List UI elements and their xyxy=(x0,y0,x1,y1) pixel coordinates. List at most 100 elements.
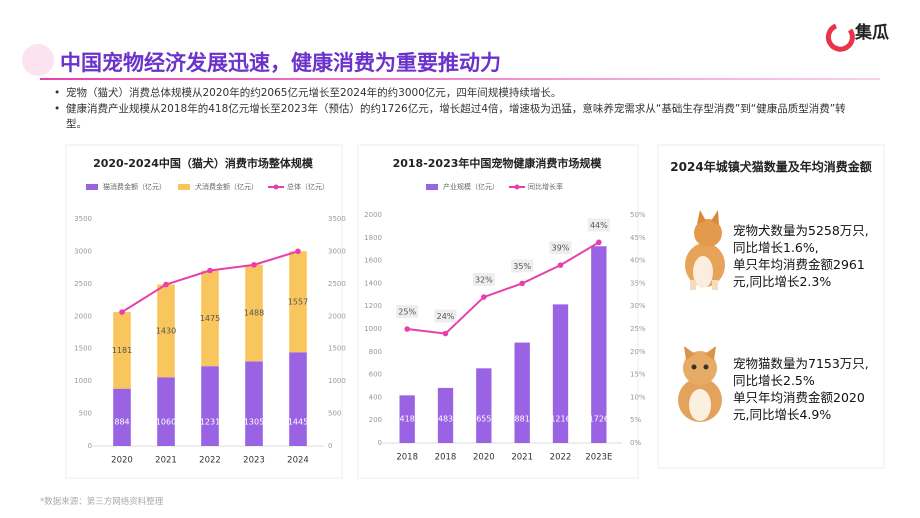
text-line: 宠物犬数量为5258万只, xyxy=(733,223,869,238)
x-tick-label: 2020 xyxy=(473,453,495,463)
chart-title: 2018-2023年中国宠物健康消费市场规模 xyxy=(393,156,603,170)
bar xyxy=(289,251,307,353)
x-tick-label: 2022 xyxy=(199,456,221,466)
text-line: 单只年均消费金额2961 xyxy=(733,257,865,272)
y2-tick-label: 2000 xyxy=(328,312,346,320)
text-line: 元,同比增长2.3% xyxy=(733,274,832,289)
y2-tick-label: 50% xyxy=(630,211,646,219)
bar xyxy=(245,264,263,362)
legend-label: 同比增长率 xyxy=(528,182,563,191)
x-tick-label: 2020 xyxy=(111,456,133,466)
bar xyxy=(113,388,131,446)
y2-tick-label: 1500 xyxy=(328,345,346,353)
data-label: 1488 xyxy=(244,309,264,318)
bar xyxy=(289,352,307,446)
data-label: 1430 xyxy=(156,326,176,335)
data-label: 24% xyxy=(437,312,455,321)
y-tick-label: 1500 xyxy=(74,345,92,353)
label-box xyxy=(472,273,495,287)
y-tick-label: 2500 xyxy=(74,280,92,288)
legend-swatch xyxy=(514,184,520,190)
data-label: 25% xyxy=(398,308,416,317)
y-tick-label: 1000 xyxy=(74,377,92,385)
line-point xyxy=(557,262,564,268)
y2-tick-label: 15% xyxy=(630,371,646,379)
bullet: 宠物（猫犬）消费总体规模从2020年的约2065亿元增长至2024年的约3000… xyxy=(54,86,876,101)
y2-tick-label: 500 xyxy=(328,410,341,418)
y-tick-label: 3500 xyxy=(74,215,92,223)
data-label: 881 xyxy=(515,415,530,424)
y2-tick-label: 1000 xyxy=(328,377,346,385)
line xyxy=(407,241,600,335)
y2-tick-label: 30% xyxy=(630,302,646,310)
y2-tick-label: 40% xyxy=(630,257,646,265)
label-box xyxy=(549,241,572,255)
data-label: 1231 xyxy=(200,418,220,427)
y2-tick-label: 0% xyxy=(630,439,641,447)
bar xyxy=(476,368,492,443)
bar xyxy=(245,361,263,446)
line-point xyxy=(404,326,410,332)
bar xyxy=(157,377,175,446)
logo-text: 集瓜 xyxy=(855,23,889,43)
line-point xyxy=(251,262,257,268)
chart-title: 2020-2024中国（猫犬）消费市场整体规模 xyxy=(93,156,314,170)
data-label: 39% xyxy=(552,244,570,253)
page-title: 中国宠物经济发展迅速，健康消费为重要推动力 xyxy=(60,51,501,75)
label-box xyxy=(587,218,610,232)
dog-illustration xyxy=(685,210,725,290)
line-point xyxy=(519,280,525,287)
y2-tick-label: 3000 xyxy=(328,247,346,255)
text-line: 同比增长2.5% xyxy=(733,373,815,388)
legend-swatch xyxy=(178,184,190,190)
y-tick-label: 1800 xyxy=(364,234,382,242)
bar xyxy=(552,304,569,443)
bullet: 健康消费产业规模从2018年的418亿元增长至2023年（预估）的约1726亿元… xyxy=(54,102,866,132)
label-box xyxy=(396,305,419,318)
x-tick-label: 2018 xyxy=(435,453,457,463)
bar xyxy=(113,312,131,389)
text-line: 元,同比增长4.9% xyxy=(733,407,832,422)
y-tick-label: 2000 xyxy=(364,211,382,219)
data-label: 655 xyxy=(476,415,491,424)
y2-tick-label: 35% xyxy=(630,279,646,287)
y2-tick-label: 10% xyxy=(630,393,646,401)
data-label: 32% xyxy=(475,276,493,285)
bar xyxy=(201,366,219,446)
y2-tick-label: 3500 xyxy=(328,215,346,223)
decoration xyxy=(22,44,54,76)
panel-title: 2024年城镇犬猫数量及年均消费金额 xyxy=(670,160,872,174)
cat-text: 宠物猫数量为7153万只, 同比增长2.5% 单只年均消费金额2020 元,同比… xyxy=(733,355,869,423)
y2-tick-label: 45% xyxy=(630,234,646,242)
bar xyxy=(399,395,415,443)
y-tick-label: 1000 xyxy=(364,325,382,333)
bar xyxy=(201,270,219,367)
line-point xyxy=(163,281,169,288)
text-line: 宠物猫数量为7153万只, xyxy=(733,356,869,371)
data-label: 1726 xyxy=(589,415,609,424)
y-tick-label: 200 xyxy=(369,416,382,424)
line-point xyxy=(295,248,301,255)
y-tick-label: 1200 xyxy=(364,302,382,310)
legend-swatch xyxy=(86,184,98,190)
source-note: *数据来源：第三方网络资料整理 xyxy=(40,497,164,507)
legend-swatch xyxy=(273,184,279,190)
y-tick-label: 0 xyxy=(378,439,382,447)
y-tick-label: 800 xyxy=(369,348,382,356)
legend-label: 总体（亿元） xyxy=(287,182,329,191)
cat-illustration xyxy=(678,346,722,422)
data-label: 1216 xyxy=(550,415,570,424)
bar xyxy=(437,387,454,443)
text-line: 同比增长1.6%, xyxy=(733,240,819,255)
data-label: 483 xyxy=(438,415,453,424)
x-tick-label: 2018 xyxy=(396,453,418,463)
y-tick-label: 3000 xyxy=(74,247,92,255)
data-label: 44% xyxy=(590,221,608,230)
data-label: 1305 xyxy=(244,418,264,427)
y-tick-label: 1400 xyxy=(364,279,382,287)
y-tick-label: 400 xyxy=(369,393,382,401)
data-label: 418 xyxy=(400,415,415,424)
y2-tick-label: 20% xyxy=(630,348,646,356)
text-line: 单只年均消费金额2020 xyxy=(733,390,865,405)
